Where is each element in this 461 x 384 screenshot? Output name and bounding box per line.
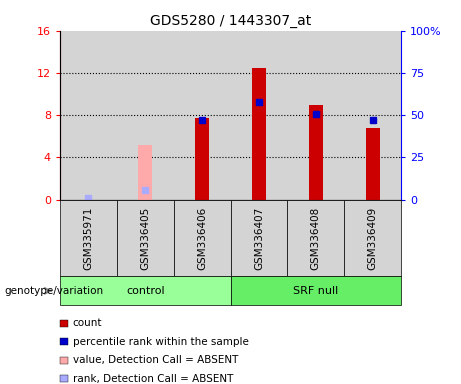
Text: percentile rank within the sample: percentile rank within the sample xyxy=(73,337,249,347)
Text: GSM336408: GSM336408 xyxy=(311,207,321,270)
Text: value, Detection Call = ABSENT: value, Detection Call = ABSENT xyxy=(73,355,238,365)
Text: GSM336409: GSM336409 xyxy=(367,207,378,270)
Bar xyxy=(138,145,152,200)
Bar xyxy=(252,68,266,200)
Bar xyxy=(309,104,323,200)
Text: rank, Detection Call = ABSENT: rank, Detection Call = ABSENT xyxy=(73,374,233,384)
Title: GDS5280 / 1443307_at: GDS5280 / 1443307_at xyxy=(150,14,311,28)
Text: count: count xyxy=(73,318,102,328)
Bar xyxy=(366,128,380,200)
Text: GSM336407: GSM336407 xyxy=(254,207,264,270)
Text: SRF null: SRF null xyxy=(293,286,338,296)
Text: control: control xyxy=(126,286,165,296)
Text: GSM336406: GSM336406 xyxy=(197,207,207,270)
Text: GSM336405: GSM336405 xyxy=(140,207,150,270)
Text: GSM335971: GSM335971 xyxy=(83,206,94,270)
Bar xyxy=(195,118,209,200)
Text: genotype/variation: genotype/variation xyxy=(5,286,104,296)
